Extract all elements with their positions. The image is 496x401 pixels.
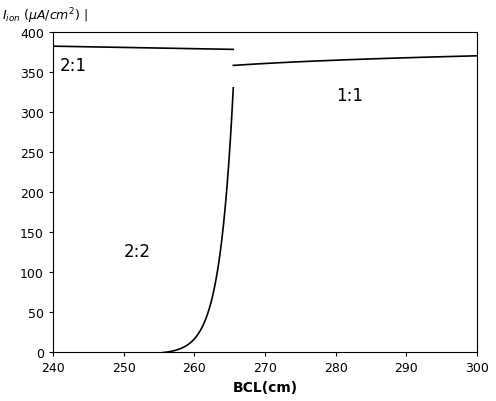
Text: $I_{ion}\ (\mu A/cm^2)$ |: $I_{ion}\ (\mu A/cm^2)$ | bbox=[2, 7, 88, 26]
Text: 1:1: 1:1 bbox=[336, 87, 363, 105]
Text: 2:1: 2:1 bbox=[60, 57, 87, 75]
Text: 2:2: 2:2 bbox=[124, 243, 151, 261]
X-axis label: BCL(cm): BCL(cm) bbox=[233, 380, 298, 394]
